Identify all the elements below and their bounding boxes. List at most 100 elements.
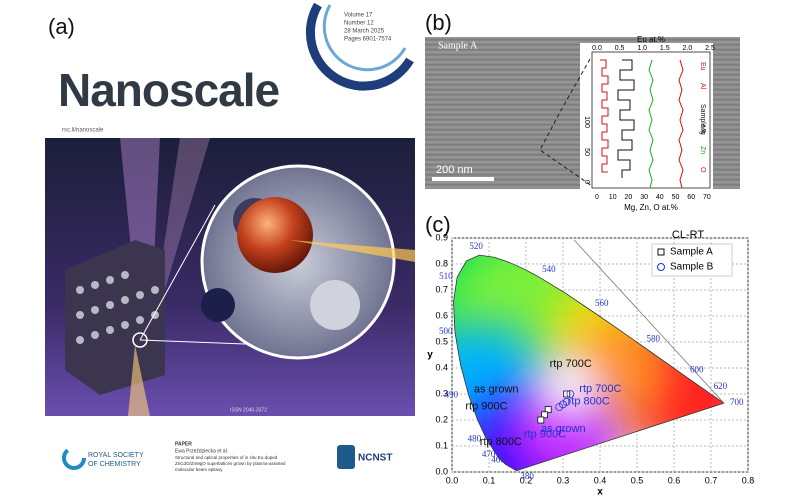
point-label: rtp 700C bbox=[550, 358, 592, 370]
cover-arc bbox=[305, 2, 414, 91]
x-tick-label: 0.6 bbox=[668, 475, 681, 485]
cover: Volume 17 Number 12 28 March 2025 Pages … bbox=[45, 0, 415, 500]
point bbox=[541, 411, 548, 419]
y-axis-label: y bbox=[427, 350, 433, 361]
y-tick-label: 0.1 bbox=[435, 440, 448, 450]
point-label: as grown bbox=[541, 423, 586, 435]
profile-top-tick: 2.0 bbox=[683, 45, 693, 52]
spectral-locus bbox=[453, 254, 725, 472]
wavelength-label: 620 bbox=[714, 381, 728, 391]
profile-top-label: Eu at.% bbox=[637, 35, 665, 44]
y-tick-label: 0.6 bbox=[435, 310, 448, 320]
atom bbox=[201, 288, 235, 322]
scale-bar-label: 200 nm bbox=[436, 164, 473, 176]
light-beam bbox=[128, 345, 150, 416]
profile: Eu at.% Mg, Zn, O at.% 0.0 0.5 1.0 1.5 2.0 2.… bbox=[539, 35, 715, 212]
point bbox=[544, 406, 552, 414]
wavelength-label: 540 bbox=[542, 264, 556, 274]
wavelength-label: 460 bbox=[491, 454, 505, 464]
profile-line bbox=[600, 59, 609, 173]
wavelength-label: 510 bbox=[439, 271, 453, 281]
profile-line bbox=[617, 59, 635, 178]
point-label: as grown bbox=[474, 384, 519, 396]
locus-extension bbox=[573, 239, 725, 404]
y-tick-label: 0.7 bbox=[435, 284, 448, 294]
point-label: rtp 900C bbox=[524, 428, 566, 440]
partner: NCNST bbox=[358, 453, 392, 464]
profile-bottom-tick: 30 bbox=[640, 194, 648, 201]
publisher: OF CHEMISTRY bbox=[88, 461, 141, 468]
cover-arc bbox=[322, 4, 407, 72]
sample-label: Sample A bbox=[438, 40, 478, 51]
legend: Sample A Sample B bbox=[651, 243, 733, 277]
legend-label: Sample A bbox=[670, 247, 713, 258]
profile-pointer bbox=[539, 58, 593, 187]
profile-top-tick: 0.5 bbox=[615, 45, 625, 52]
profile-panel bbox=[580, 43, 713, 193]
profile-legend: Sample A bbox=[699, 104, 706, 134]
wavelength-label: 600 bbox=[690, 364, 704, 374]
scale-bar bbox=[432, 177, 494, 181]
publisher: ROYAL SOCIETY bbox=[88, 452, 144, 459]
profile-legend: Eu bbox=[699, 62, 706, 71]
atoms bbox=[76, 271, 159, 344]
profile-top-tick: 0.0 bbox=[592, 45, 602, 52]
paper-title: molecular beam epitaxy bbox=[175, 467, 223, 472]
x-tick-label: 0.5 bbox=[631, 475, 644, 485]
profile-top-tick: 2.5 bbox=[705, 45, 715, 52]
wavelength-label: 520 bbox=[469, 241, 483, 251]
y-tick-label: 0.0 bbox=[435, 466, 448, 476]
profile-axes bbox=[591, 51, 711, 189]
legend-label: Sample B bbox=[670, 262, 714, 273]
x-tick-label: 0.8 bbox=[742, 475, 755, 485]
gamut-color bbox=[535, 351, 606, 422]
x-tick-label: 0.4 bbox=[594, 475, 607, 485]
wavelength-label: 490 bbox=[445, 389, 459, 399]
light-beam bbox=[290, 240, 415, 262]
profile-bottom-tick: 20 bbox=[625, 194, 633, 201]
eu-atom bbox=[237, 197, 313, 273]
profile-line bbox=[678, 59, 684, 189]
x-tick-label: 0.0 bbox=[446, 475, 459, 485]
cover-volume: Volume 17 bbox=[344, 13, 373, 19]
cover-url: rsc.li/nanoscale bbox=[62, 128, 104, 134]
point bbox=[537, 416, 545, 424]
profile-bottom-tick: 50 bbox=[672, 194, 680, 201]
profile-legend: Zn bbox=[699, 146, 706, 154]
profile-bottom-tick: 10 bbox=[609, 194, 617, 201]
issn: ISSN 2040-3372 bbox=[230, 407, 267, 413]
paper-authors: Ewa Przeździecka et al. bbox=[175, 448, 228, 454]
profile-legend: Mg bbox=[699, 125, 706, 135]
y-tick-label: 0.3 bbox=[435, 388, 448, 398]
x-tick-label: 0.2 bbox=[520, 475, 533, 485]
profile-top-tick: 1.0 bbox=[637, 45, 647, 52]
x-tick-label: 0.1 bbox=[483, 475, 496, 485]
point-label: rtp 900C bbox=[465, 401, 507, 413]
paper-title: Structural and optical properties of in … bbox=[175, 455, 278, 460]
ncnst-logo bbox=[337, 445, 355, 469]
wavelength-label: 380 bbox=[520, 471, 534, 481]
profile-bottom-tick: 70 bbox=[703, 194, 711, 201]
chart-title: CL-RT bbox=[672, 229, 704, 241]
y-tick-label: 0.9 bbox=[435, 232, 448, 242]
profile-depth-tick: 50 bbox=[583, 148, 590, 156]
profile-bottom-tick: 60 bbox=[687, 194, 695, 201]
wavelength-label: 700 bbox=[730, 397, 744, 407]
zoom-line bbox=[139, 204, 216, 341]
point-label: rtp 800C bbox=[568, 396, 610, 408]
point bbox=[559, 400, 567, 409]
profile-legend: O bbox=[699, 167, 706, 173]
wavelength-label: 470 bbox=[482, 449, 496, 459]
legend-box bbox=[651, 243, 733, 277]
wavelength-label: 560 bbox=[595, 298, 609, 308]
atom bbox=[310, 280, 360, 330]
profile-top-tick: 1.5 bbox=[660, 45, 670, 52]
profile-depth-tick: 100 bbox=[583, 116, 590, 128]
panel-label: (b) bbox=[425, 10, 452, 35]
x-axis-label: x bbox=[597, 487, 603, 498]
y-tick-label: 0.2 bbox=[435, 414, 448, 424]
y-tick-label: 0.4 bbox=[435, 362, 448, 372]
legend-marker bbox=[657, 248, 665, 256]
x-tick-label: 0.7 bbox=[705, 475, 718, 485]
